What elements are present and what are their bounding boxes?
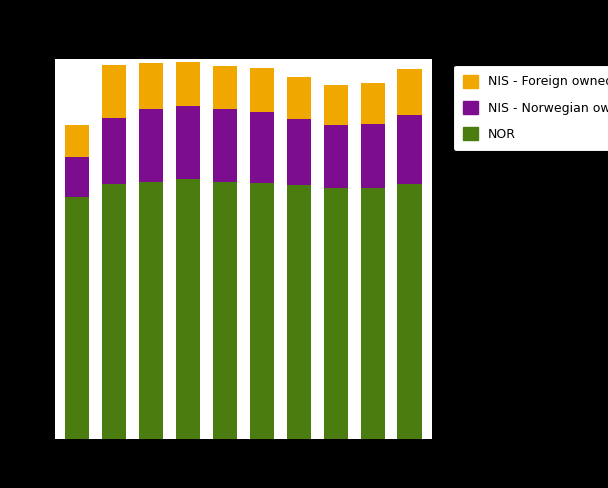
Bar — [250, 67, 274, 112]
Bar — [323, 85, 348, 125]
Bar — [213, 66, 237, 109]
Bar — [323, 187, 348, 439]
Bar — [102, 118, 126, 184]
Bar — [139, 182, 163, 439]
Bar — [176, 105, 200, 180]
Bar — [176, 180, 200, 439]
Bar — [139, 109, 163, 182]
Bar — [286, 119, 311, 185]
Bar — [65, 197, 89, 439]
Bar — [102, 65, 126, 118]
Bar — [323, 125, 348, 187]
Bar — [361, 124, 384, 188]
Bar — [250, 183, 274, 439]
Bar — [361, 188, 384, 439]
Bar — [213, 109, 237, 182]
Bar — [65, 157, 89, 197]
Bar — [398, 69, 421, 115]
Bar — [65, 125, 89, 157]
Bar — [286, 185, 311, 439]
Bar — [102, 184, 126, 439]
Bar — [139, 63, 163, 109]
Bar — [213, 182, 237, 439]
Legend: NIS - Foreign owned, NIS - Norwegian owned, NOR: NIS - Foreign owned, NIS - Norwegian own… — [453, 65, 608, 151]
Bar — [398, 184, 421, 439]
Bar — [361, 83, 384, 124]
Bar — [286, 78, 311, 119]
Bar — [398, 115, 421, 184]
Bar — [250, 112, 274, 183]
Bar — [176, 61, 200, 105]
